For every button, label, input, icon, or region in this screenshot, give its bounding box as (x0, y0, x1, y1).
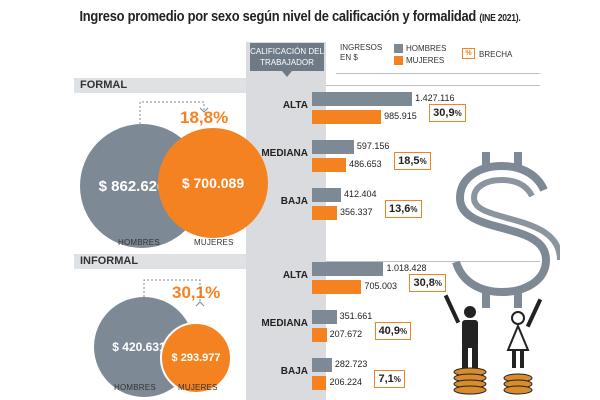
legend-hombres-swatch (394, 44, 403, 53)
informal-mujeres-label: MUJERES (178, 383, 218, 392)
brecha-badge: 40,9% (374, 322, 412, 340)
pct-symbol: % (393, 375, 401, 384)
title-text: Ingreso promedio por sexo según nivel de… (79, 8, 477, 25)
value-hombres: 412.404 (343, 189, 377, 199)
value-hombres: 597.156 (356, 141, 390, 151)
informal-brecha: 30,1% (172, 283, 221, 302)
informal-mujeres-circle: $ 293.977 (160, 322, 232, 394)
value-mujeres: 206.224 (329, 377, 363, 387)
legend-ingresos: INGRESOS EN $ (340, 43, 383, 62)
bar-hombres (312, 358, 332, 372)
bar-mujeres (312, 280, 362, 294)
value-hombres: 351.661 (339, 311, 373, 321)
formal-mujeres-circle: $ 700.089 (158, 128, 268, 238)
category-label: ALTA (282, 270, 308, 281)
category-label: BAJA (280, 366, 308, 377)
section-informal-header: INFORMAL (74, 254, 246, 269)
bar-mujeres (312, 110, 382, 124)
chart-title: Ingreso promedio por sexo según nivel de… (42, 8, 558, 25)
brecha-badge: 30,9% (429, 104, 466, 122)
legend-hombres: HOMBRES (406, 44, 447, 53)
bar-hombres (312, 92, 413, 106)
brecha-badge: 13,6% (385, 200, 422, 218)
brecha-badge: 18,5% (394, 152, 431, 170)
calificacion-header: CALIFICACIÓN DEL TRABAJADOR (250, 43, 324, 77)
dollar-icon (452, 152, 560, 308)
formal-mujeres-label: MUJERES (194, 238, 234, 247)
bar-hombres (312, 140, 354, 154)
value-mujeres: 356.337 (340, 207, 373, 217)
pct-symbol: % (410, 205, 418, 214)
legend-brecha: BRECHA (479, 50, 513, 59)
source-note: (INE 2021). (479, 13, 521, 24)
legend-divider (336, 73, 540, 74)
formal-hombres-value: $ 862.626 (98, 177, 166, 195)
section-formal-divider (326, 85, 540, 86)
people-coins-icon (444, 294, 543, 395)
pct-symbol: % (399, 327, 408, 336)
value-mujeres: 705.003 (364, 281, 398, 291)
informal-hombres-label: HOMBRES (114, 383, 156, 392)
brecha-badge: 30,8% (409, 274, 447, 292)
legend-mujeres-swatch (394, 56, 403, 65)
legend: INGRESOS EN $ HOMBRES MUJERES % BRECHA (336, 40, 540, 70)
informal-hombres-value: $ 420.631 (112, 340, 166, 354)
bar-hombres (312, 188, 341, 202)
formal-mujeres-value: $ 700.089 (181, 175, 245, 191)
formal-brecha: 18,8% (180, 108, 229, 127)
section-informal-divider (326, 261, 540, 262)
value-mujeres: 486.653 (349, 159, 382, 169)
legend-pct-box: % (462, 48, 475, 59)
bar-mujeres (312, 328, 327, 342)
category-label: MEDIANA (261, 148, 308, 159)
pct-symbol: % (454, 109, 462, 118)
value-hombres: 1.018.428 (386, 263, 427, 273)
value-hombres: 1.427.116 (415, 93, 455, 103)
informal-mujeres-value: $ 293.977 (171, 352, 221, 364)
category-label: ALTA (282, 100, 308, 111)
category-label: MEDIANA (261, 318, 308, 329)
bar-hombres (312, 262, 384, 276)
value-hombres: 282.723 (334, 359, 368, 369)
value-mujeres: 985.915 (384, 111, 417, 121)
section-formal-header: FORMAL (74, 78, 246, 93)
bar-hombres (312, 310, 337, 324)
bar-mujeres (312, 158, 347, 172)
category-label: BAJA (280, 196, 308, 207)
pct-symbol: % (419, 157, 427, 166)
value-mujeres: 207.672 (329, 329, 363, 339)
formal-hombres-label: HOMBRES (118, 238, 160, 247)
legend-mujeres: MUJERES (406, 56, 445, 65)
bar-mujeres (312, 206, 337, 220)
brecha-badge: 7,1% (374, 370, 405, 388)
pct-symbol: % (434, 279, 443, 288)
bar-mujeres (312, 376, 327, 390)
